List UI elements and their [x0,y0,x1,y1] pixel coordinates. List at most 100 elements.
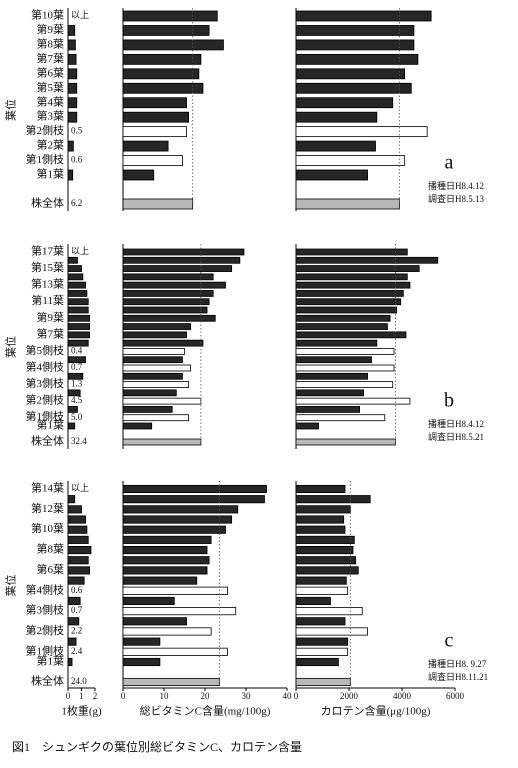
x-tick-label: 30 [242,691,252,701]
bar [122,155,183,166]
row-label: 株全体 [31,196,64,210]
bar [295,306,398,314]
row-label: 第9葉 [37,310,65,324]
row-label: 第10葉 [31,8,64,22]
bar [67,556,89,565]
bar [122,140,169,152]
bar [67,372,84,380]
row-label: 第5葉 [37,80,65,94]
value-label: 以上 [71,483,89,493]
bar [295,525,346,534]
bar [122,438,202,446]
bar [67,505,82,514]
bar [122,273,214,281]
bar [122,348,185,355]
value-label: 以上 [71,246,89,256]
row-label: 第1葉 [37,654,65,668]
bar [122,323,192,330]
row-label: 第2葉 [37,138,65,152]
value-label: 6.2 [71,198,82,208]
bar [295,586,349,595]
value-label: 2.4 [71,646,83,656]
bar [295,647,349,656]
bar [122,677,220,687]
value-label: 0.4 [71,345,83,355]
bar [122,248,245,256]
row-label: 第7葉 [37,326,65,340]
bar [122,10,218,22]
x-axis-title: 1枚重(g) [61,704,102,718]
row-label: 第2側枝 [26,393,65,407]
bar [295,505,351,514]
x-axis-title: カロテン含量(μg/100g) [321,704,431,718]
bar [122,586,228,595]
caption: 図1 シュンギクの葉位別総ビタミンC、カロテン含量 [12,739,302,754]
bar [295,256,439,264]
bar [295,273,408,281]
value-label: 1.3 [71,379,83,389]
x-tick-label: 2000 [340,691,359,701]
row-label: 第1側枝 [26,409,65,423]
bar [295,198,400,210]
bar [122,290,214,297]
bar [295,607,363,616]
row-label: 第14葉 [31,481,64,495]
bar [295,39,415,51]
bar [122,505,239,514]
bar [67,68,78,80]
bar [295,169,368,181]
bar [122,596,175,606]
row-label: 第12葉 [31,501,64,515]
bar [122,68,200,80]
bar [67,356,86,364]
bar [67,97,78,109]
row-label: 株全体 [31,674,64,688]
bar [122,364,192,372]
panel-label: c [445,630,454,652]
bar [67,515,86,524]
bar [122,414,189,422]
row-label: 第7葉 [37,51,65,65]
x-tick-label: 0 [294,691,299,701]
bar [67,256,78,264]
y-axis-title: 葉位 [4,575,18,597]
bar [67,331,91,339]
bar [122,381,189,388]
value-label: 24.0 [71,676,87,686]
row-label: 第4側枝 [26,360,65,374]
row-label: 第6葉 [37,562,65,576]
bar [67,298,89,306]
row-label: 第2側枝 [26,623,65,637]
bar [122,647,228,656]
bar [67,576,85,585]
bar [122,607,237,616]
bar [295,339,378,347]
bar [295,356,372,364]
bar [67,169,74,181]
bar [67,306,89,314]
row-label: 第4葉 [37,94,65,108]
y-axis-title: 葉位 [4,99,18,121]
bar [295,617,346,626]
x-axis-title: 総ビタミンC含量(mg/100g) [140,704,271,718]
bar [122,406,173,413]
panel-note: 調査日H8.5.21 [428,431,484,442]
bar [67,406,78,413]
row-label: 第3側枝 [26,603,65,617]
row-label: 第3葉 [37,109,65,123]
bar [122,53,202,65]
bar [295,372,368,380]
bar [295,627,368,636]
value-label: 0.6 [71,155,83,165]
bar [67,314,91,322]
row-label: 第8葉 [37,542,65,556]
bar [295,82,412,94]
bar [122,314,216,322]
bar [67,596,81,606]
x-tick-label: 6000 [446,691,465,701]
bar [295,111,378,123]
x-tick-label: 0 [121,691,126,701]
bar [122,372,183,380]
bar [122,169,155,181]
bar [122,298,210,306]
